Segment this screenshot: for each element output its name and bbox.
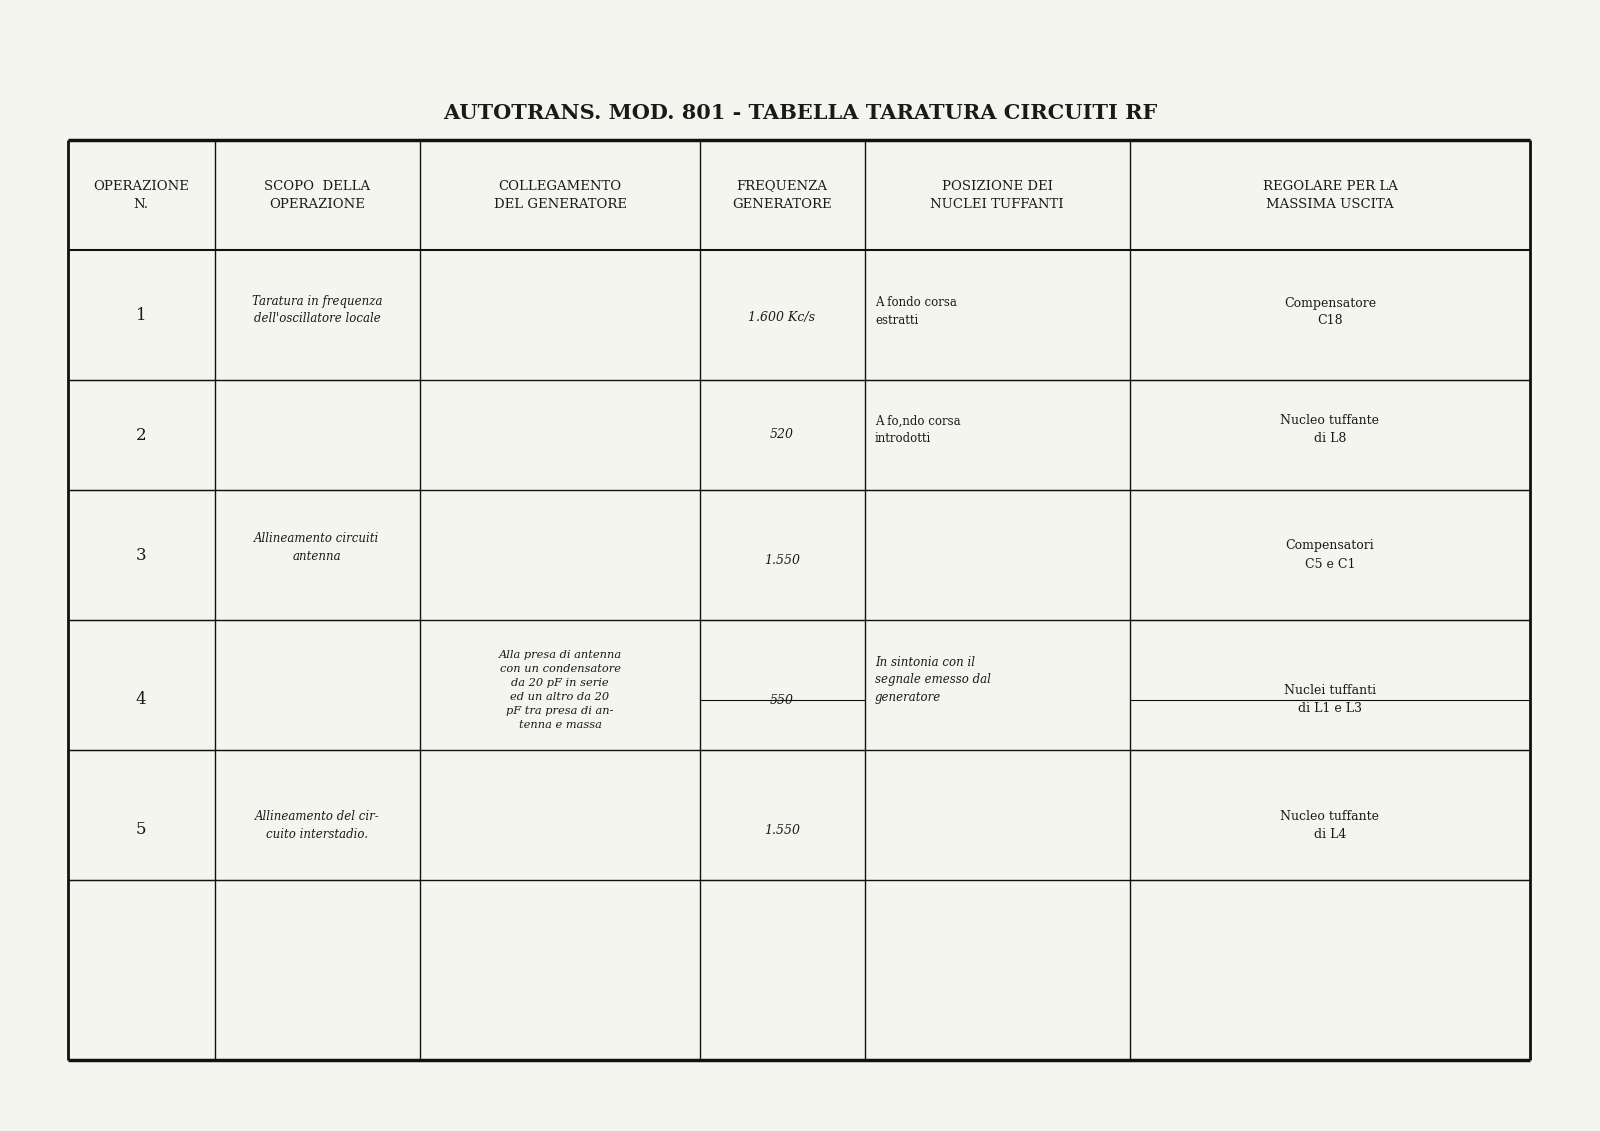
Text: 1.600 Kc/s: 1.600 Kc/s — [749, 311, 816, 325]
Text: SCOPO  DELLA
OPERAZIONE: SCOPO DELLA OPERAZIONE — [264, 180, 370, 210]
Text: 5: 5 — [136, 821, 146, 838]
Text: Alla presa di antenna
con un condensatore
da 20 pF in serie
ed un altro da 20
pF: Alla presa di antenna con un condensator… — [499, 650, 621, 729]
Text: Nucleo tuffante
di L4: Nucleo tuffante di L4 — [1280, 810, 1379, 840]
Text: In sintonia con il
segnale emesso dal
generatore: In sintonia con il segnale emesso dal ge… — [875, 656, 990, 705]
Text: 2: 2 — [136, 426, 146, 443]
Text: 520: 520 — [770, 429, 794, 441]
Text: FREQUENZA
GENERATORE: FREQUENZA GENERATORE — [733, 180, 832, 210]
Text: Nuclei tuffanti
di L1 e L3: Nuclei tuffanti di L1 e L3 — [1283, 684, 1376, 716]
Text: OPERAZIONE
N.: OPERAZIONE N. — [93, 180, 189, 210]
Text: AUTOTRANS. MOD. 801 - TABELLA TARATURA CIRCUITI RF: AUTOTRANS. MOD. 801 - TABELLA TARATURA C… — [443, 103, 1157, 123]
Text: A fo,ndo corsa
introdotti: A fo,ndo corsa introdotti — [875, 414, 960, 446]
Text: Allineamento circuiti
antenna: Allineamento circuiti antenna — [254, 533, 379, 563]
Text: Compensatori
C5 e C1: Compensatori C5 e C1 — [1286, 539, 1374, 570]
Text: Allineamento del cir-
cuito interstadio.: Allineamento del cir- cuito interstadio. — [254, 810, 379, 840]
Text: 1: 1 — [136, 307, 146, 323]
Text: 4: 4 — [136, 691, 146, 708]
Text: A fondo corsa
estratti: A fondo corsa estratti — [875, 296, 957, 328]
Text: 3: 3 — [136, 546, 146, 563]
Text: 1.550: 1.550 — [765, 553, 800, 567]
Text: COLLEGAMENTO
DEL GENERATORE: COLLEGAMENTO DEL GENERATORE — [493, 180, 627, 210]
Text: POSIZIONE DEI
NUCLEI TUFFANTI: POSIZIONE DEI NUCLEI TUFFANTI — [930, 180, 1064, 210]
Text: 550: 550 — [770, 693, 794, 707]
Text: Nucleo tuffante
di L8: Nucleo tuffante di L8 — [1280, 414, 1379, 446]
Text: 1.550: 1.550 — [765, 823, 800, 837]
Text: REGOLARE PER LA
MASSIMA USCITA: REGOLARE PER LA MASSIMA USCITA — [1262, 180, 1397, 210]
Text: Taratura in frequenza
dell'oscillatore locale: Taratura in frequenza dell'oscillatore l… — [251, 294, 382, 326]
Text: Compensatore
C18: Compensatore C18 — [1283, 296, 1376, 328]
